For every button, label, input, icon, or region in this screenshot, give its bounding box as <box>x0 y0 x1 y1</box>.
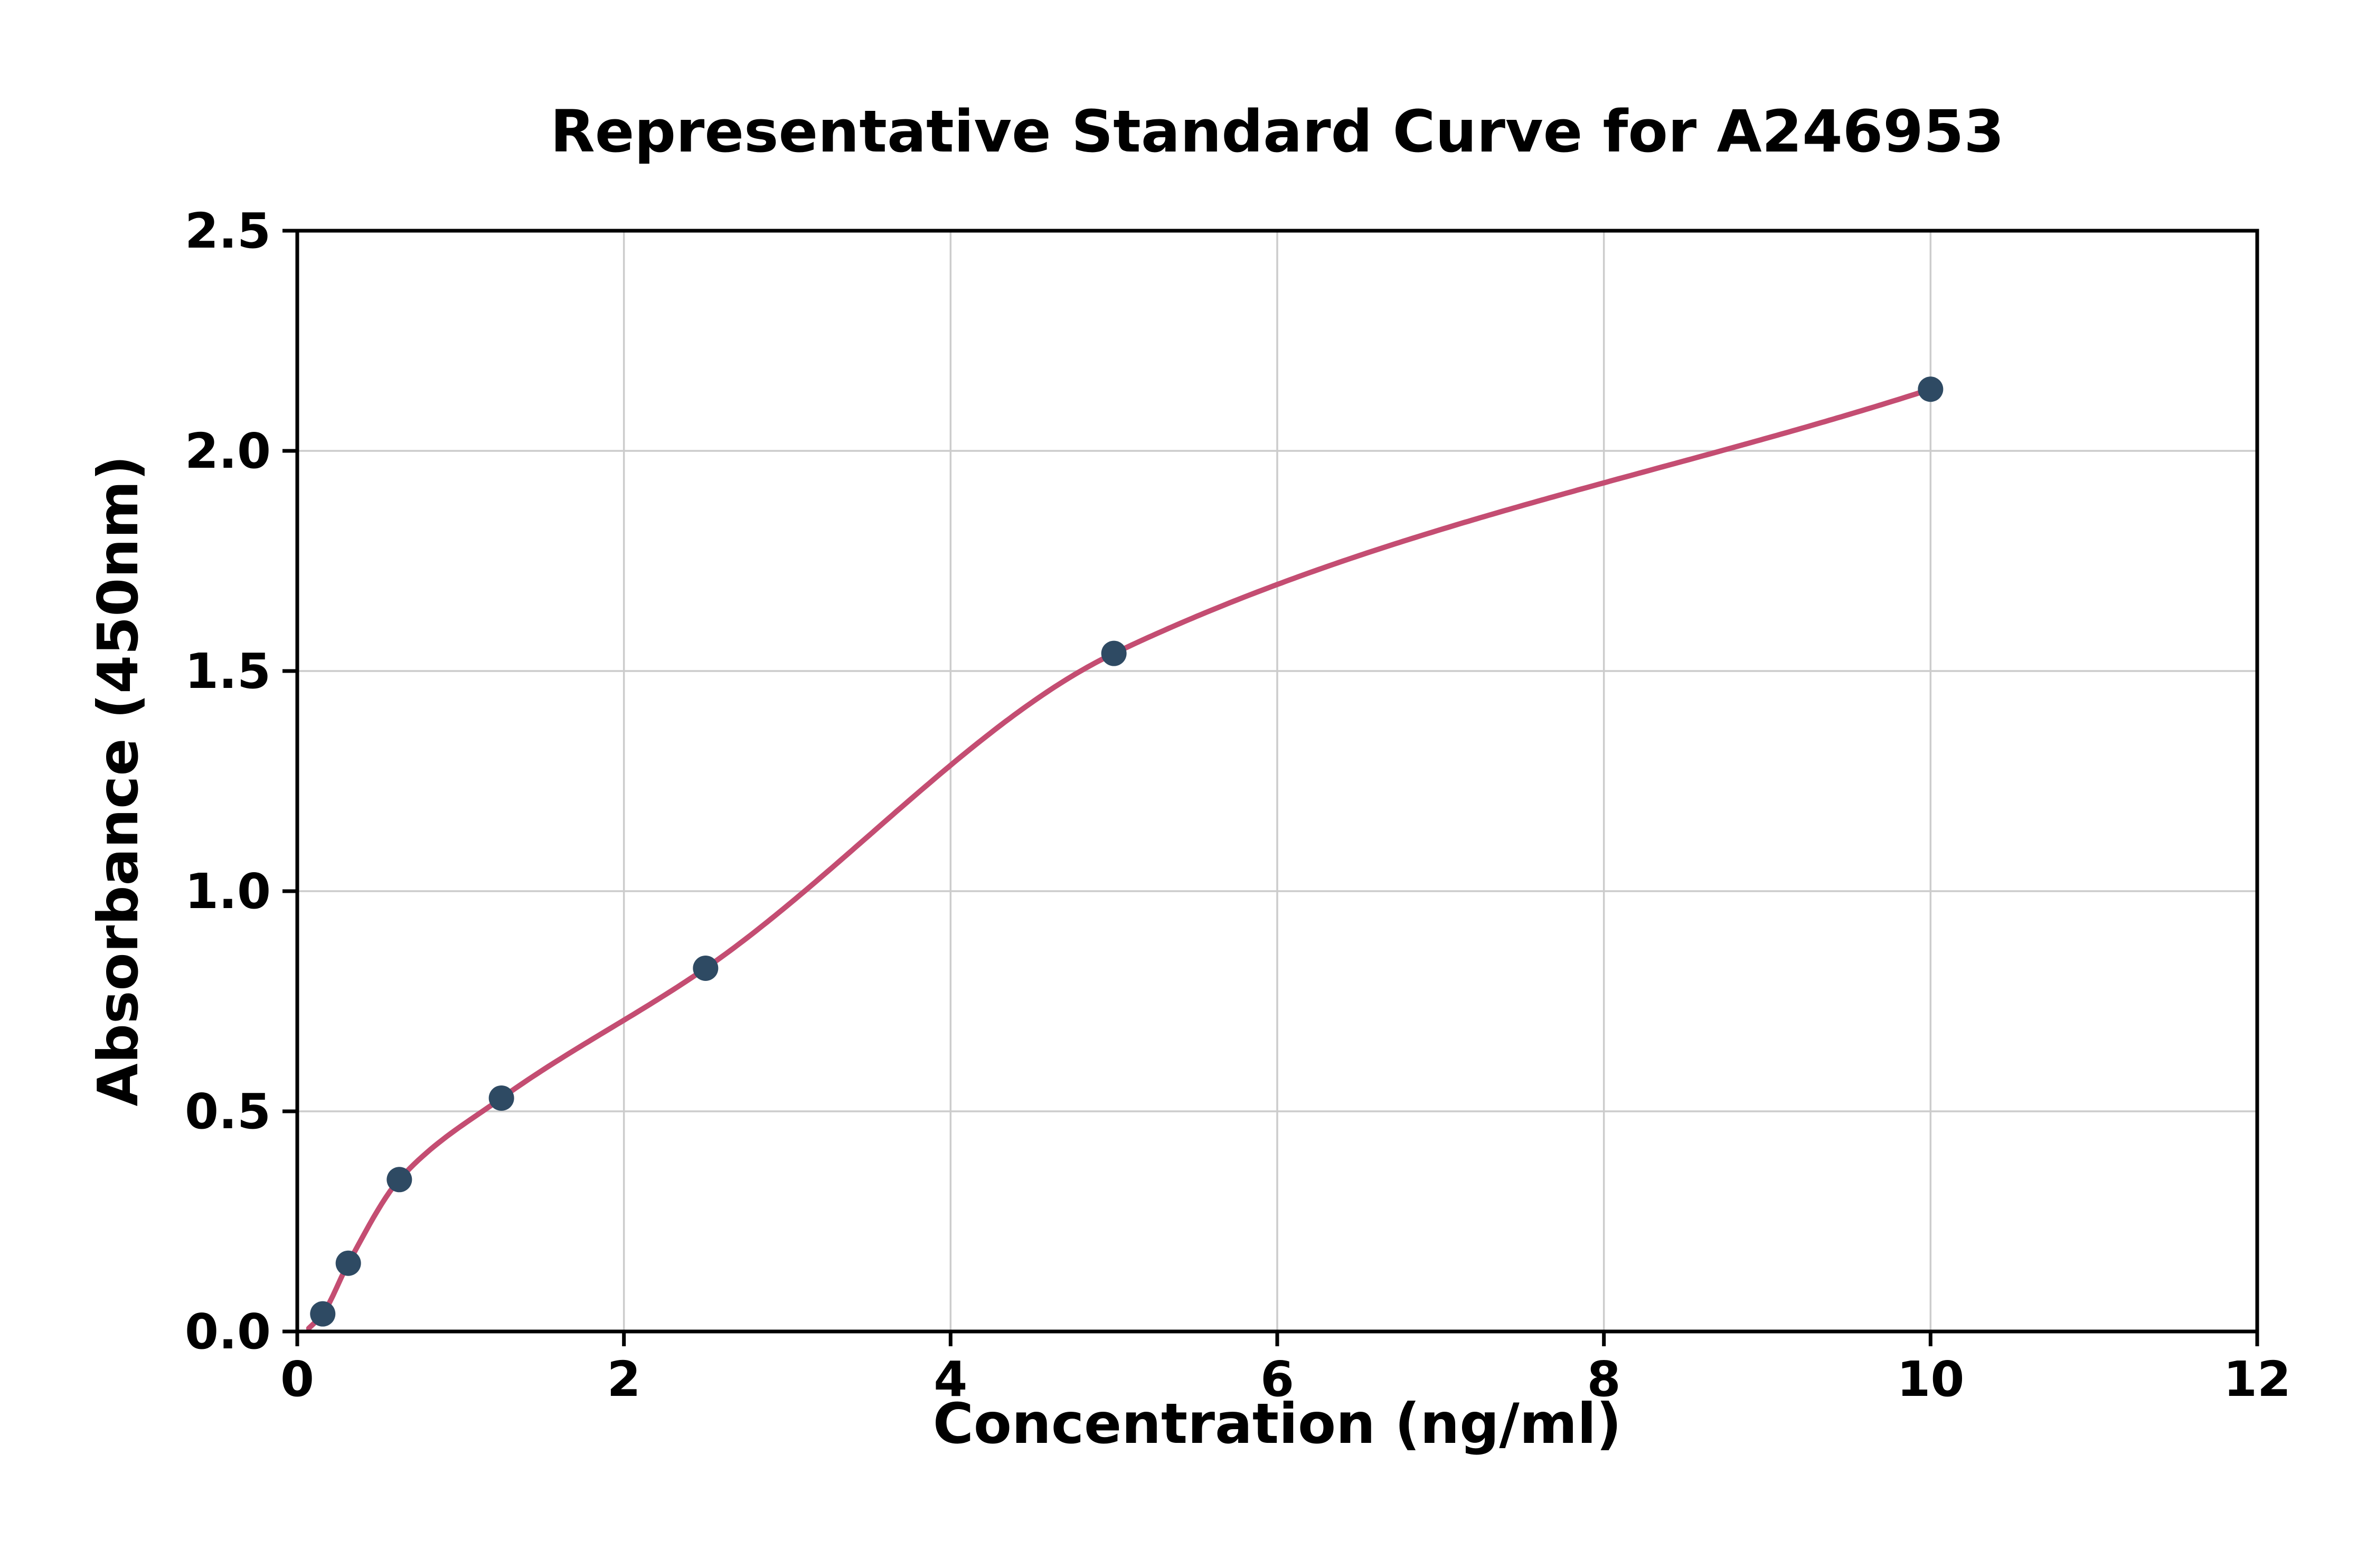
chart-title: Representative Standard Curve for A24695… <box>550 98 2004 165</box>
data-point <box>693 955 719 981</box>
data-point <box>488 1085 514 1111</box>
data-point <box>386 1167 412 1193</box>
x-axis-label: Concentration (ng/ml) <box>932 1392 1622 1456</box>
y-tick-label: 1.5 <box>185 643 271 700</box>
y-tick-label: 2.0 <box>185 423 271 479</box>
y-tick-label: 1.0 <box>185 863 271 920</box>
x-tick-label: 12 <box>2223 1351 2291 1408</box>
data-point <box>335 1250 361 1276</box>
x-tick-label: 6 <box>1260 1351 1294 1408</box>
x-tick-label: 2 <box>607 1351 641 1408</box>
fit-curve <box>306 386 1934 1331</box>
data-point <box>1101 640 1127 666</box>
y-tick-label: 2.5 <box>185 203 271 259</box>
data-point <box>1918 376 1944 402</box>
data-point <box>310 1301 336 1327</box>
x-tick-label: 10 <box>1897 1351 1964 1408</box>
y-tick-label: 0.5 <box>185 1083 271 1140</box>
x-tick-label: 0 <box>280 1351 314 1408</box>
y-tick-label: 0.0 <box>185 1303 271 1360</box>
x-tick-label: 8 <box>1587 1351 1621 1408</box>
x-tick-label: 4 <box>934 1351 967 1408</box>
